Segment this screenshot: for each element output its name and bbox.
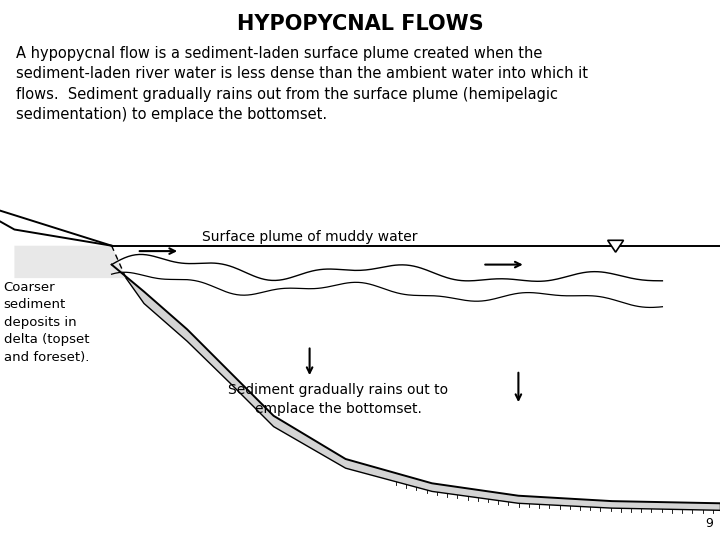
Text: Coarser
sediment
deposits in
delta (topset
and foreset).: Coarser sediment deposits in delta (tops… xyxy=(4,281,89,364)
Polygon shape xyxy=(14,246,126,278)
Text: Sediment gradually rains out to
emplace the bottomset.: Sediment gradually rains out to emplace … xyxy=(228,383,449,416)
Text: Surface plume of muddy water: Surface plume of muddy water xyxy=(202,230,418,244)
Text: 9: 9 xyxy=(705,517,713,530)
Polygon shape xyxy=(608,240,624,252)
Polygon shape xyxy=(112,265,720,510)
Text: A hypopycnal flow is a sediment-laden surface plume created when the
sediment-la: A hypopycnal flow is a sediment-laden su… xyxy=(16,46,588,122)
Text: HYPOPYCNAL FLOWS: HYPOPYCNAL FLOWS xyxy=(237,14,483,33)
